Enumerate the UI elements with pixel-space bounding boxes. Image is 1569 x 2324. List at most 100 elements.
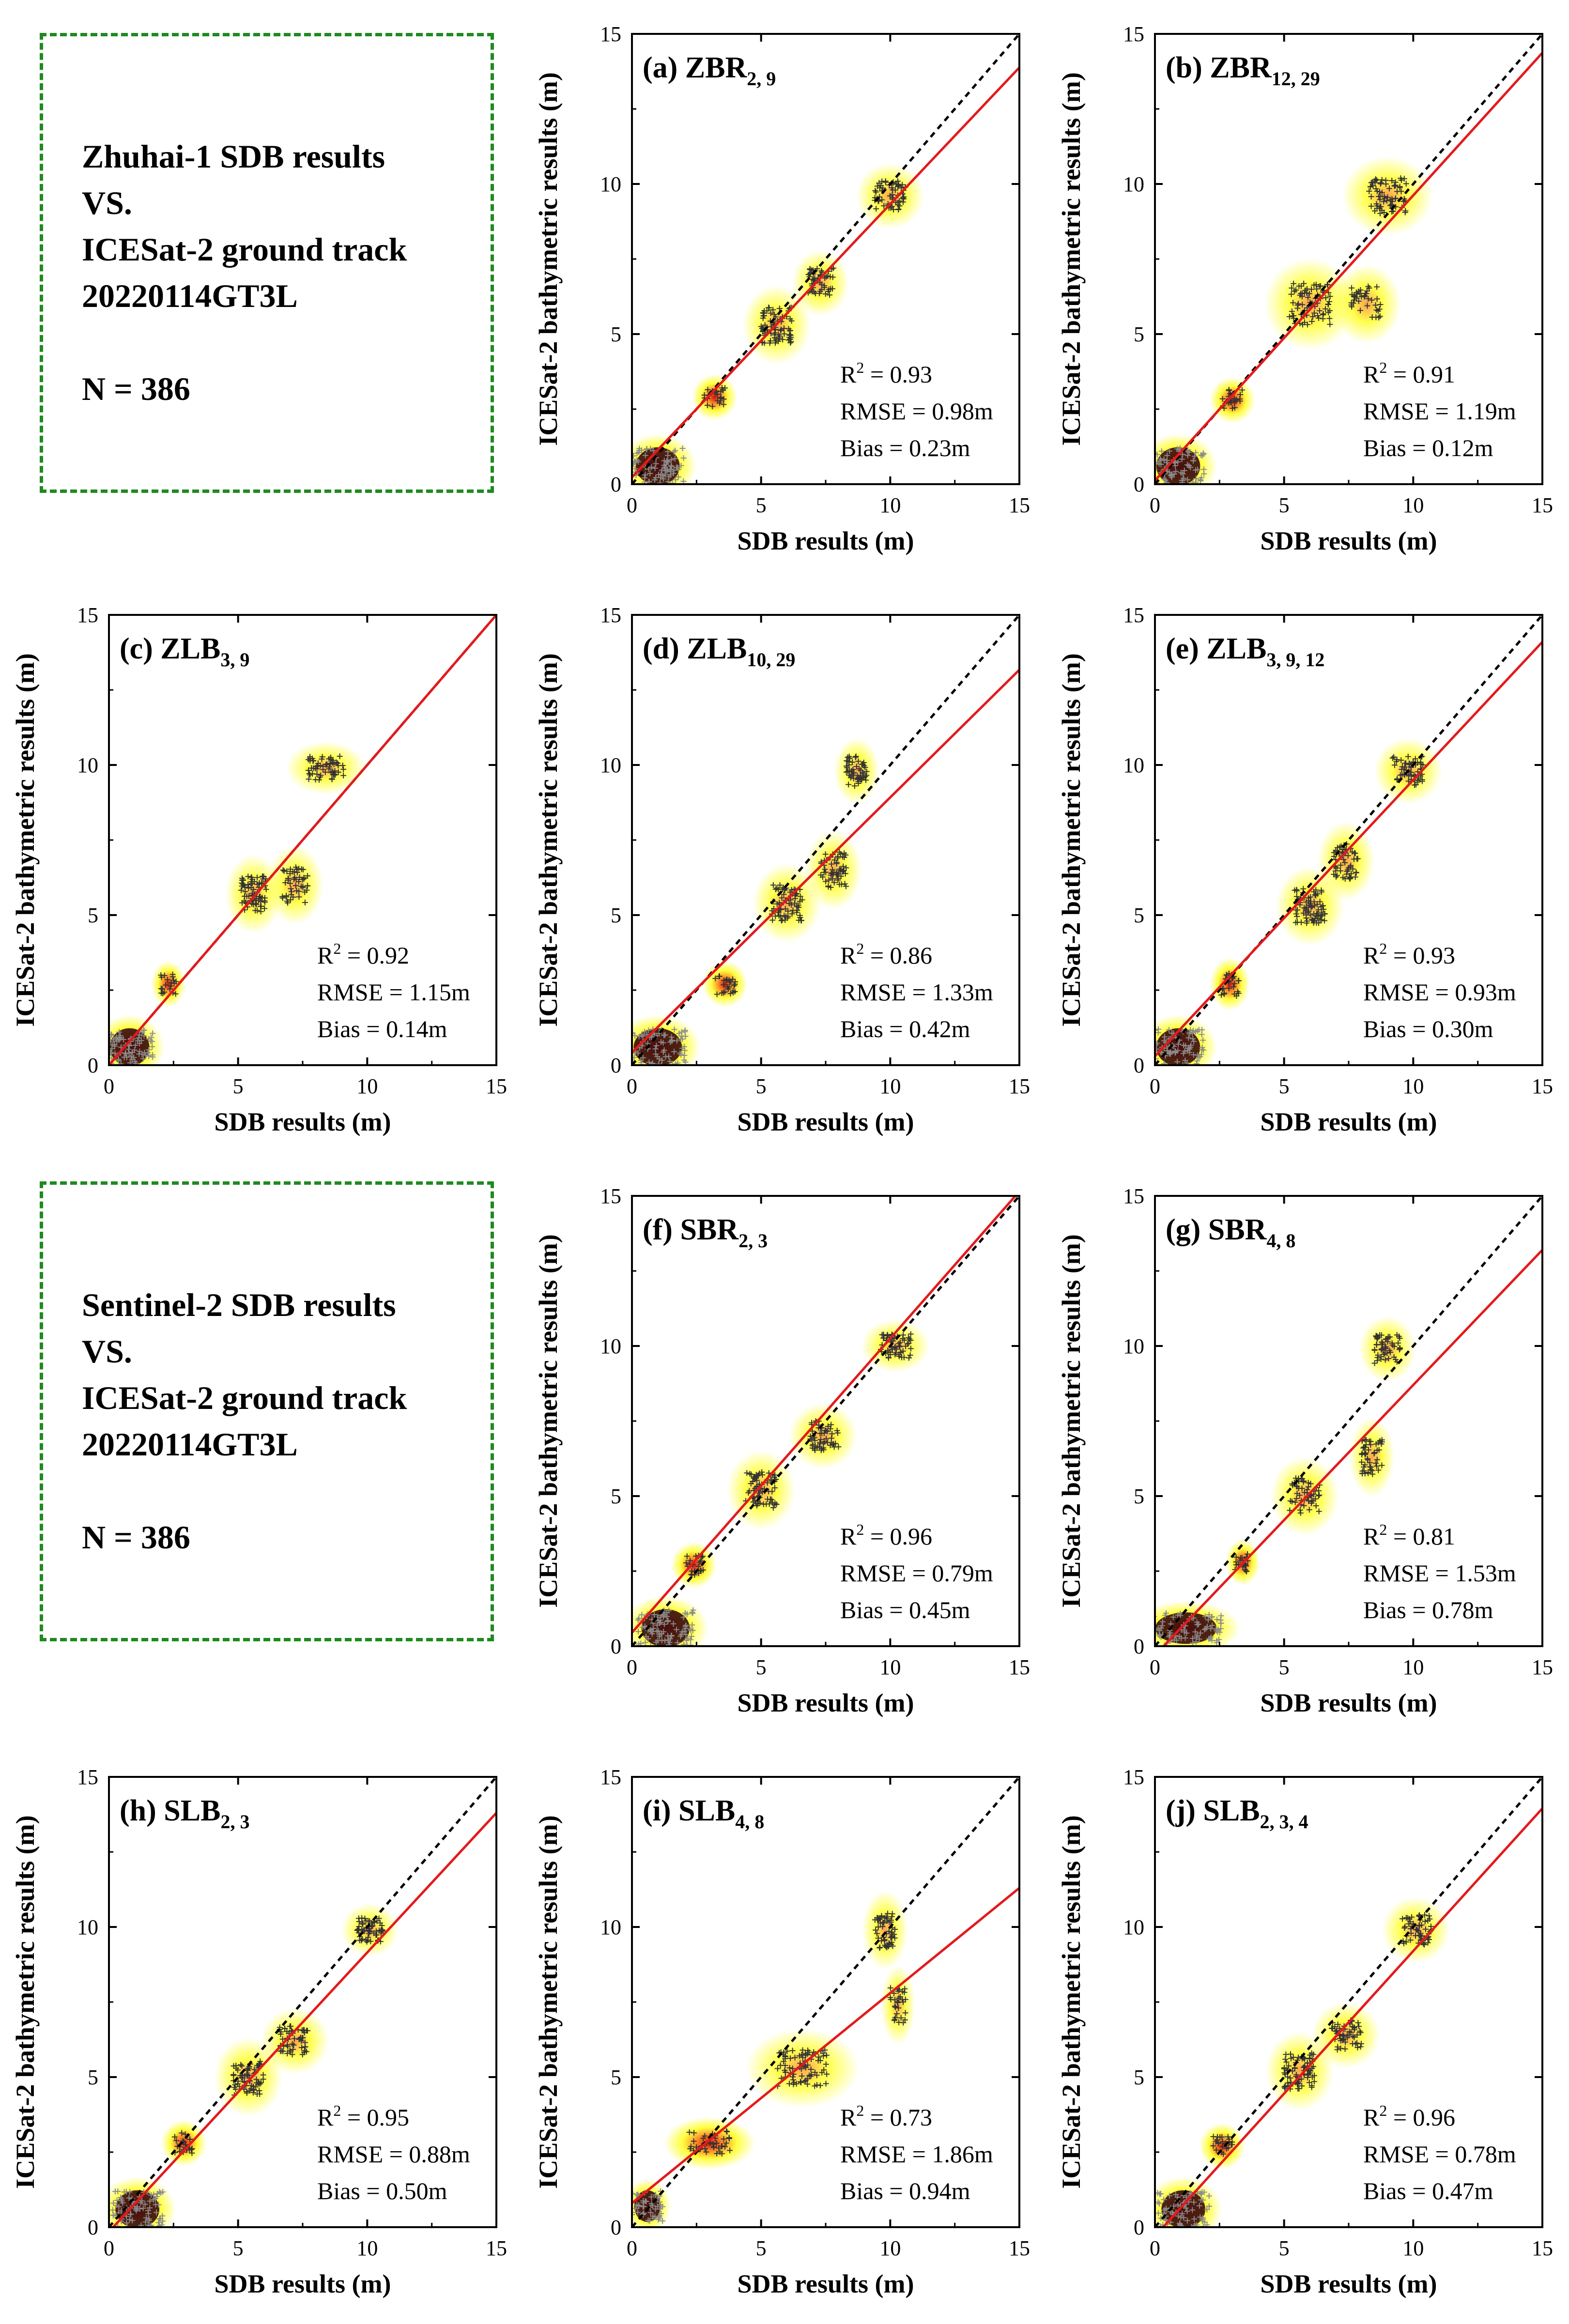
rmse-label: RMSE = 1.86m — [840, 2141, 993, 2168]
data-point — [679, 445, 686, 452]
data-point — [1325, 302, 1332, 308]
data-point — [119, 2198, 125, 2204]
data-point — [781, 331, 787, 337]
data-point — [1308, 1481, 1314, 1487]
data-point — [660, 2218, 666, 2224]
data-point — [1349, 285, 1355, 291]
data-point — [804, 2081, 811, 2087]
x-tick-label: 15 — [1009, 1655, 1030, 1679]
data-point — [846, 753, 852, 760]
data-point — [288, 886, 294, 892]
data-point — [137, 1048, 143, 1055]
data-point — [703, 2149, 709, 2155]
data-point — [318, 772, 324, 779]
data-point — [822, 275, 828, 281]
data-point — [1391, 1354, 1397, 1360]
r-squared-label: R2 = 0.81 — [1363, 1521, 1455, 1550]
data-point — [287, 897, 293, 903]
data-point — [1309, 314, 1316, 320]
panel-title: (j) SLB2, 3, 4 — [1166, 1794, 1308, 1833]
data-point — [682, 1028, 688, 1035]
sample-count: N = 386 — [82, 1519, 190, 1556]
x-tick-label: 5 — [756, 493, 767, 517]
y-tick-label: 15 — [1123, 22, 1144, 46]
y-axis-title: ICESat-2 bathymetric results (m) — [534, 653, 563, 1026]
data-point — [1311, 899, 1317, 905]
x-tick-label: 0 — [627, 1074, 637, 1098]
data-point — [873, 189, 879, 195]
data-point — [705, 386, 711, 393]
data-point — [773, 1476, 779, 1483]
data-point — [1403, 181, 1409, 187]
data-point — [888, 205, 894, 211]
data-point — [1346, 2029, 1353, 2035]
data-point — [896, 2019, 902, 2025]
data-point — [323, 762, 329, 768]
data-point — [1420, 1941, 1427, 1947]
data-point — [356, 1923, 362, 1929]
data-point — [1370, 183, 1376, 189]
data-point — [118, 1061, 124, 1065]
data-point — [1338, 862, 1344, 868]
data-point — [1163, 2217, 1169, 2223]
info-line: ICESat-2 ground track — [82, 1379, 407, 1416]
data-point — [1210, 2133, 1216, 2140]
data-point — [815, 2058, 821, 2064]
data-point — [307, 772, 313, 778]
data-point — [131, 1047, 138, 1053]
data-point — [1175, 1612, 1181, 1618]
data-point — [767, 340, 773, 346]
data-point — [687, 1558, 693, 1564]
data-point — [1326, 315, 1333, 321]
data-point — [672, 1061, 678, 1065]
x-axis-title: SDB results (m) — [1260, 2269, 1437, 2298]
data-point — [355, 1926, 361, 1932]
data-point — [1372, 176, 1379, 183]
data-point — [691, 2138, 697, 2144]
data-point — [1183, 1043, 1189, 1049]
data-point — [828, 872, 834, 878]
data-point — [781, 325, 787, 332]
data-point — [1307, 2070, 1313, 2076]
data-point — [797, 893, 803, 900]
data-point — [1357, 290, 1363, 296]
data-point — [726, 2135, 732, 2141]
data-point — [1190, 1036, 1196, 1042]
data-point — [163, 982, 169, 988]
data-point — [1293, 911, 1299, 917]
data-point — [151, 2191, 157, 2198]
data-point — [262, 905, 268, 912]
data-point — [1199, 1046, 1205, 1053]
data-point — [771, 311, 777, 318]
data-point — [688, 1571, 694, 1577]
data-point — [1377, 301, 1384, 307]
y-axis-title: ICESat-2 bathymetric results (m) — [1057, 653, 1086, 1026]
info-line: VS. — [82, 184, 132, 221]
r-squared-label: R2 = 0.96 — [1363, 2102, 1455, 2131]
data-point — [908, 1337, 914, 1344]
data-point — [1300, 1479, 1307, 1485]
data-point — [789, 2074, 796, 2080]
data-point — [722, 2143, 728, 2150]
data-point — [110, 2200, 117, 2206]
data-point — [823, 2052, 830, 2058]
chart-panel-c: 00 5 5 10 10 15 15 SDB results (m) ICESat-2 bath… — [11, 603, 507, 1136]
data-point — [744, 1470, 750, 1476]
data-point — [1294, 305, 1301, 311]
data-point — [1225, 2144, 1231, 2151]
data-point — [898, 2015, 904, 2021]
data-point — [879, 178, 885, 184]
density-blob — [862, 1890, 908, 1970]
data-point — [1204, 1623, 1210, 1630]
data-point — [895, 2005, 902, 2011]
info-line: 20220114GT3L — [82, 277, 298, 314]
data-point — [1320, 316, 1326, 322]
data-point — [1392, 195, 1399, 201]
data-point — [112, 2188, 118, 2195]
data-point — [1409, 1914, 1415, 1920]
x-tick-label: 15 — [486, 1074, 507, 1098]
data-point — [169, 971, 176, 978]
y-tick-label: 10 — [1123, 1915, 1144, 1939]
data-point — [677, 1050, 683, 1056]
data-point — [1218, 992, 1224, 998]
